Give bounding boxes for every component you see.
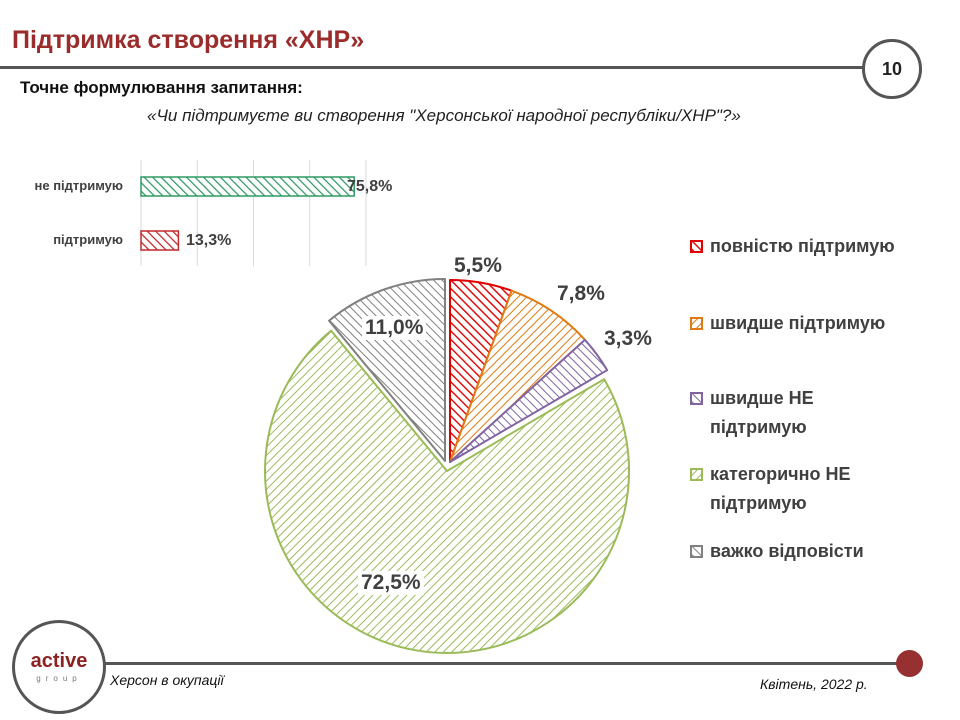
legend-item: важко відповісти xyxy=(690,537,940,566)
bar-value-label: 13,3% xyxy=(186,232,232,249)
legend-item: повністю підтримую xyxy=(690,232,940,261)
legend-swatch xyxy=(690,545,703,558)
legend-label: швидше підтримую xyxy=(710,313,886,333)
pie-slice xyxy=(449,338,609,463)
legend-item: категорично НЕ підтримую xyxy=(690,460,880,518)
bar-category-label: не підтримую xyxy=(34,178,124,193)
bar-category-label: підтримую xyxy=(53,232,123,247)
pie-data-label: 3,3% xyxy=(604,327,652,350)
bar-value-label: 75,8% xyxy=(347,178,393,195)
legend-label: важко відповісти xyxy=(710,541,864,561)
legend-swatch xyxy=(690,240,703,253)
pie-data-label: 5,5% xyxy=(454,254,502,277)
legend-label: повністю підтримую xyxy=(710,236,895,256)
question-text: «Чи підтримуєте ви створення "Херсонсько… xyxy=(147,106,741,125)
legend-item: швидше підтримую xyxy=(690,309,940,338)
pie-data-label: 72,5% xyxy=(358,571,424,595)
question-label: Точне формулювання запитання: xyxy=(20,78,303,97)
legend-label: категорично НЕ підтримую xyxy=(710,464,851,513)
footer-dot xyxy=(896,650,923,677)
pie-data-label: 7,8% xyxy=(557,282,605,305)
legend-swatch xyxy=(690,468,703,481)
legend-label: швидше НЕ підтримую xyxy=(710,388,814,437)
legend-item: швидше НЕ підтримую xyxy=(690,384,840,442)
bar xyxy=(140,176,355,197)
page-title: Підтримка створення «ХНР» xyxy=(12,26,365,54)
footer-location: Херсон в окупації xyxy=(110,672,224,688)
page-number: 10 xyxy=(862,39,922,99)
bar xyxy=(140,230,180,251)
logo: active group xyxy=(12,620,106,714)
footer-divider xyxy=(100,662,910,665)
logo-text: active xyxy=(30,650,88,672)
legend-swatch xyxy=(690,392,703,405)
pie-slice xyxy=(264,329,630,654)
logo-subtext: group xyxy=(36,674,82,683)
footer-date: Квітень, 2022 р. xyxy=(760,676,868,692)
header-divider xyxy=(0,66,866,69)
legend-swatch xyxy=(690,317,703,330)
pie-data-label: 11,0% xyxy=(362,316,427,340)
